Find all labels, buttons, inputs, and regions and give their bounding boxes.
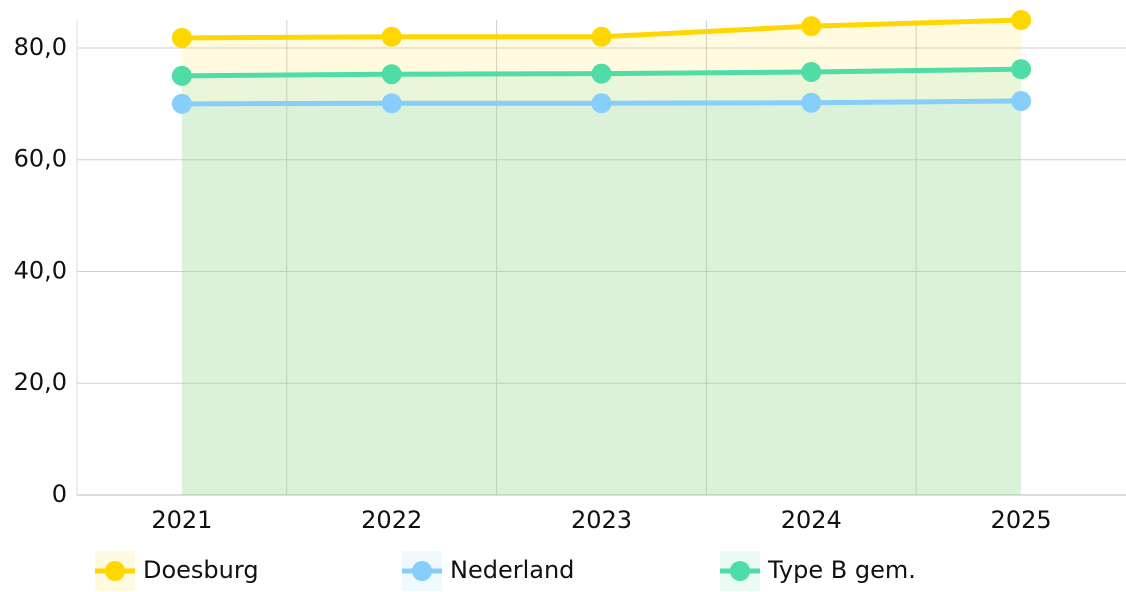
point [801,16,822,37]
point [171,93,192,114]
area [181,69,1022,496]
x-tick-label: 2021 [151,506,212,534]
x-tick-label: 2023 [571,506,632,534]
y-tick-label: 0 [52,480,67,508]
legend-marker [730,561,750,581]
area [181,20,1022,495]
x-tick-label: 2022 [361,506,422,534]
point [381,64,402,85]
point [591,63,612,84]
point [1011,91,1032,112]
legend-label: Nederland [450,556,574,584]
point [801,61,822,82]
x-tick-label: 2025 [991,506,1052,534]
x-tick-label: 2024 [781,506,842,534]
legend-label: Type B gem. [767,556,916,584]
legend-marker [105,561,125,581]
point [1011,10,1032,30]
y-tick-label: 60,0 [14,145,67,173]
area [181,101,1022,495]
point [381,93,402,114]
y-tick-label: 20,0 [14,368,67,396]
y-tick-label: 40,0 [14,256,67,284]
point [381,26,402,47]
point [1011,59,1032,80]
point [591,93,612,114]
legend-label: Doesburg [143,556,259,584]
point [171,27,192,48]
point [801,92,822,113]
point [171,65,192,86]
legend-marker [412,561,432,581]
point [591,26,612,47]
y-tick-label: 80,0 [14,33,67,61]
